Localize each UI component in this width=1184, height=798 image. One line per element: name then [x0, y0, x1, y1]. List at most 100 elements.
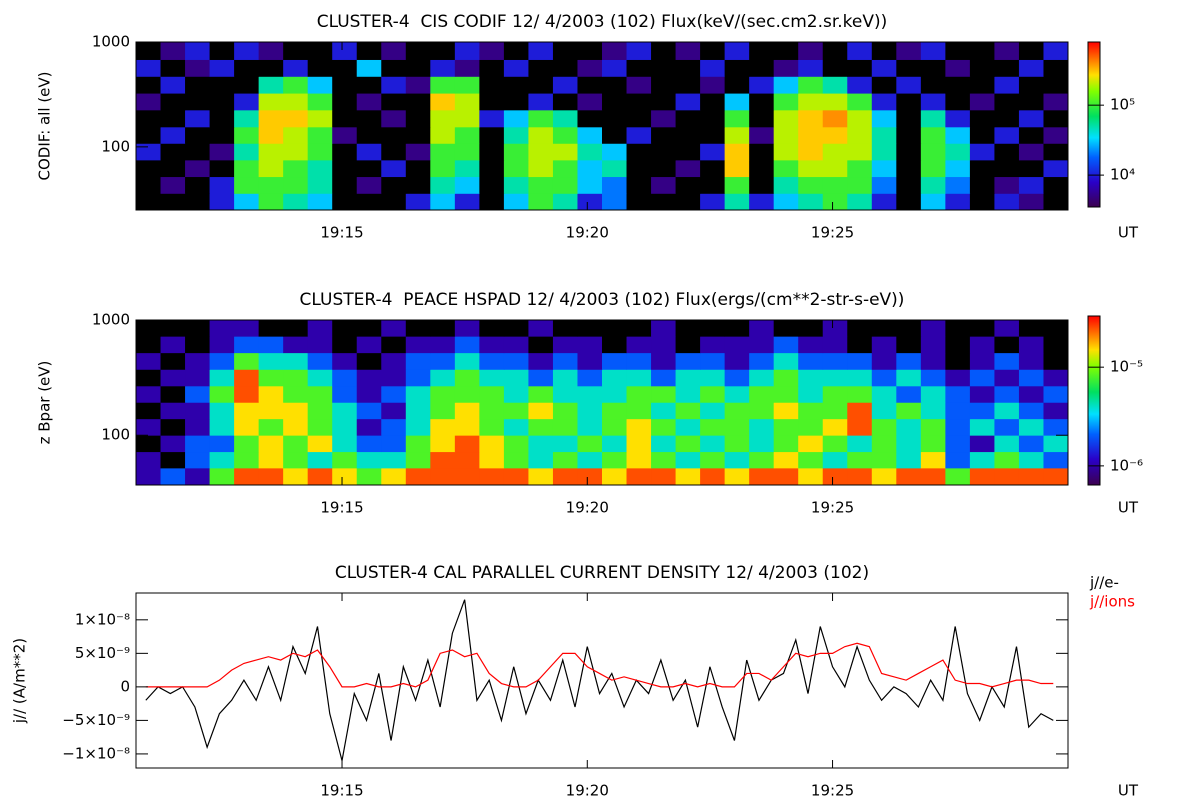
- spectrogram-cell: [920, 159, 946, 178]
- spectrogram-cell: [356, 467, 382, 486]
- spectrogram-cell: [356, 126, 382, 144]
- spectrogram-cell: [969, 451, 995, 469]
- spectrogram-cell: [773, 451, 799, 469]
- spectrogram-cell: [136, 109, 161, 128]
- spectrogram-cell: [651, 418, 676, 436]
- spectrogram-cell: [209, 126, 235, 144]
- spectrogram-cell: [234, 93, 260, 111]
- spectrogram-cell: [651, 352, 676, 370]
- spectrogram-cell: [552, 143, 578, 161]
- spectrogram-cell: [430, 402, 456, 420]
- spectrogram-cell: [185, 159, 210, 178]
- spectrogram-cell: [920, 143, 946, 161]
- spectrogram-cell: [749, 435, 775, 453]
- spectrogram-cell: [136, 336, 161, 354]
- spectrogram-cell: [209, 59, 235, 77]
- spectrogram-cell: [700, 402, 726, 420]
- spectrogram-cell: [994, 369, 1020, 387]
- spectrogram-cell: [552, 418, 578, 436]
- y-tick-label: 5×10⁻⁹: [75, 644, 130, 662]
- spectrogram-cell: [822, 369, 848, 387]
- spectrogram-cell: [185, 369, 210, 387]
- spectrogram-cell: [602, 159, 627, 178]
- spectrogram-cell: [528, 451, 554, 469]
- y-tick-label: 1×10⁻⁸: [75, 610, 130, 628]
- spectrogram-cell: [209, 402, 235, 420]
- spectrogram-cell: [185, 109, 210, 128]
- spectrogram-cell: [920, 336, 946, 354]
- spectrogram-cell: [577, 451, 603, 469]
- spectrogram-cell: [896, 402, 922, 420]
- spectrogram-cell: [798, 193, 824, 211]
- spectrogram-cell: [234, 109, 260, 128]
- spectrogram-cell: [356, 435, 382, 453]
- spectrogram-cell: [479, 352, 505, 370]
- spectrogram-cell: [896, 336, 922, 354]
- y-tick-label: 100: [101, 426, 130, 444]
- spectrogram-cell: [283, 143, 309, 161]
- spectrogram-cell: [773, 320, 799, 337]
- spectrogram-cell: [479, 193, 505, 211]
- spectrogram-cell: [798, 176, 824, 194]
- spectrogram-cell: [307, 126, 333, 144]
- spectrogram-cell: [1043, 369, 1069, 387]
- spectrogram-cell: [945, 451, 971, 469]
- spectrogram-cell: [577, 435, 603, 453]
- spectrogram-cell: [749, 451, 775, 469]
- spectrogram-cell: [1043, 193, 1069, 211]
- spectrogram-cell: [577, 467, 603, 486]
- spectrogram-cell: [258, 336, 284, 354]
- spectrogram-cell: [307, 42, 333, 60]
- spectrogram-cell: [381, 336, 407, 354]
- spectrogram-cell: [258, 451, 284, 469]
- spectrogram-cell: [896, 109, 922, 128]
- spectrogram-cell: [1018, 126, 1044, 144]
- spectrogram-cell: [773, 193, 799, 211]
- spectrogram-cell: [749, 369, 775, 387]
- spectrogram-cell: [847, 467, 873, 486]
- spectrogram-cell: [626, 352, 652, 370]
- spectrogram-cell: [454, 143, 480, 161]
- spectrogram-cell: [356, 143, 382, 161]
- spectrogram-cell: [209, 467, 235, 486]
- spectrogram-cell: [626, 467, 652, 486]
- spectrogram-cell: [724, 402, 750, 420]
- spectrogram-cell: [332, 402, 358, 420]
- spectrogram-cell: [283, 467, 309, 486]
- spectrogram-cell: [896, 451, 922, 469]
- spectrogram-cell: [405, 320, 431, 337]
- spectrogram-cell: [307, 336, 333, 354]
- spectrogram-cell: [160, 336, 186, 354]
- spectrogram-cell: [626, 320, 652, 337]
- spectrogram-cell: [896, 369, 922, 387]
- spectrogram-cell: [209, 193, 235, 211]
- spectrogram-cell: [945, 435, 971, 453]
- spectrogram-cell: [675, 93, 701, 111]
- spectrogram-cell: [430, 93, 456, 111]
- spectrogram-cell: [651, 369, 676, 387]
- colorbar-tick-label: 10⁴: [1110, 166, 1135, 184]
- spectrogram-cell: [945, 59, 971, 77]
- spectrogram-cell: [994, 336, 1020, 354]
- spectrogram-cell: [430, 176, 456, 194]
- spectrogram-cell: [160, 176, 186, 194]
- spectrogram-cell: [552, 42, 578, 60]
- spectrogram-cell: [381, 385, 407, 403]
- spectrogram-cell: [1018, 59, 1044, 77]
- spectrogram-cell: [871, 76, 897, 94]
- spectrogram-cell: [405, 76, 431, 94]
- spectrogram-cell: [405, 467, 431, 486]
- spectrogram-cell: [577, 418, 603, 436]
- spectrogram-cell: [552, 76, 578, 94]
- spectrogram-cell: [454, 159, 480, 178]
- spectrogram-cell: [724, 193, 750, 211]
- spectrogram-cell: [822, 143, 848, 161]
- spectrogram-cell: [258, 467, 284, 486]
- spectrogram-cell: [749, 42, 775, 60]
- colorbar: [1087, 315, 1101, 486]
- spectrogram-cell: [454, 402, 480, 420]
- series-line: [145, 642, 1054, 688]
- spectrogram-cell: [405, 59, 431, 77]
- spectrogram-cell: [969, 143, 995, 161]
- spectrogram-cell: [945, 369, 971, 387]
